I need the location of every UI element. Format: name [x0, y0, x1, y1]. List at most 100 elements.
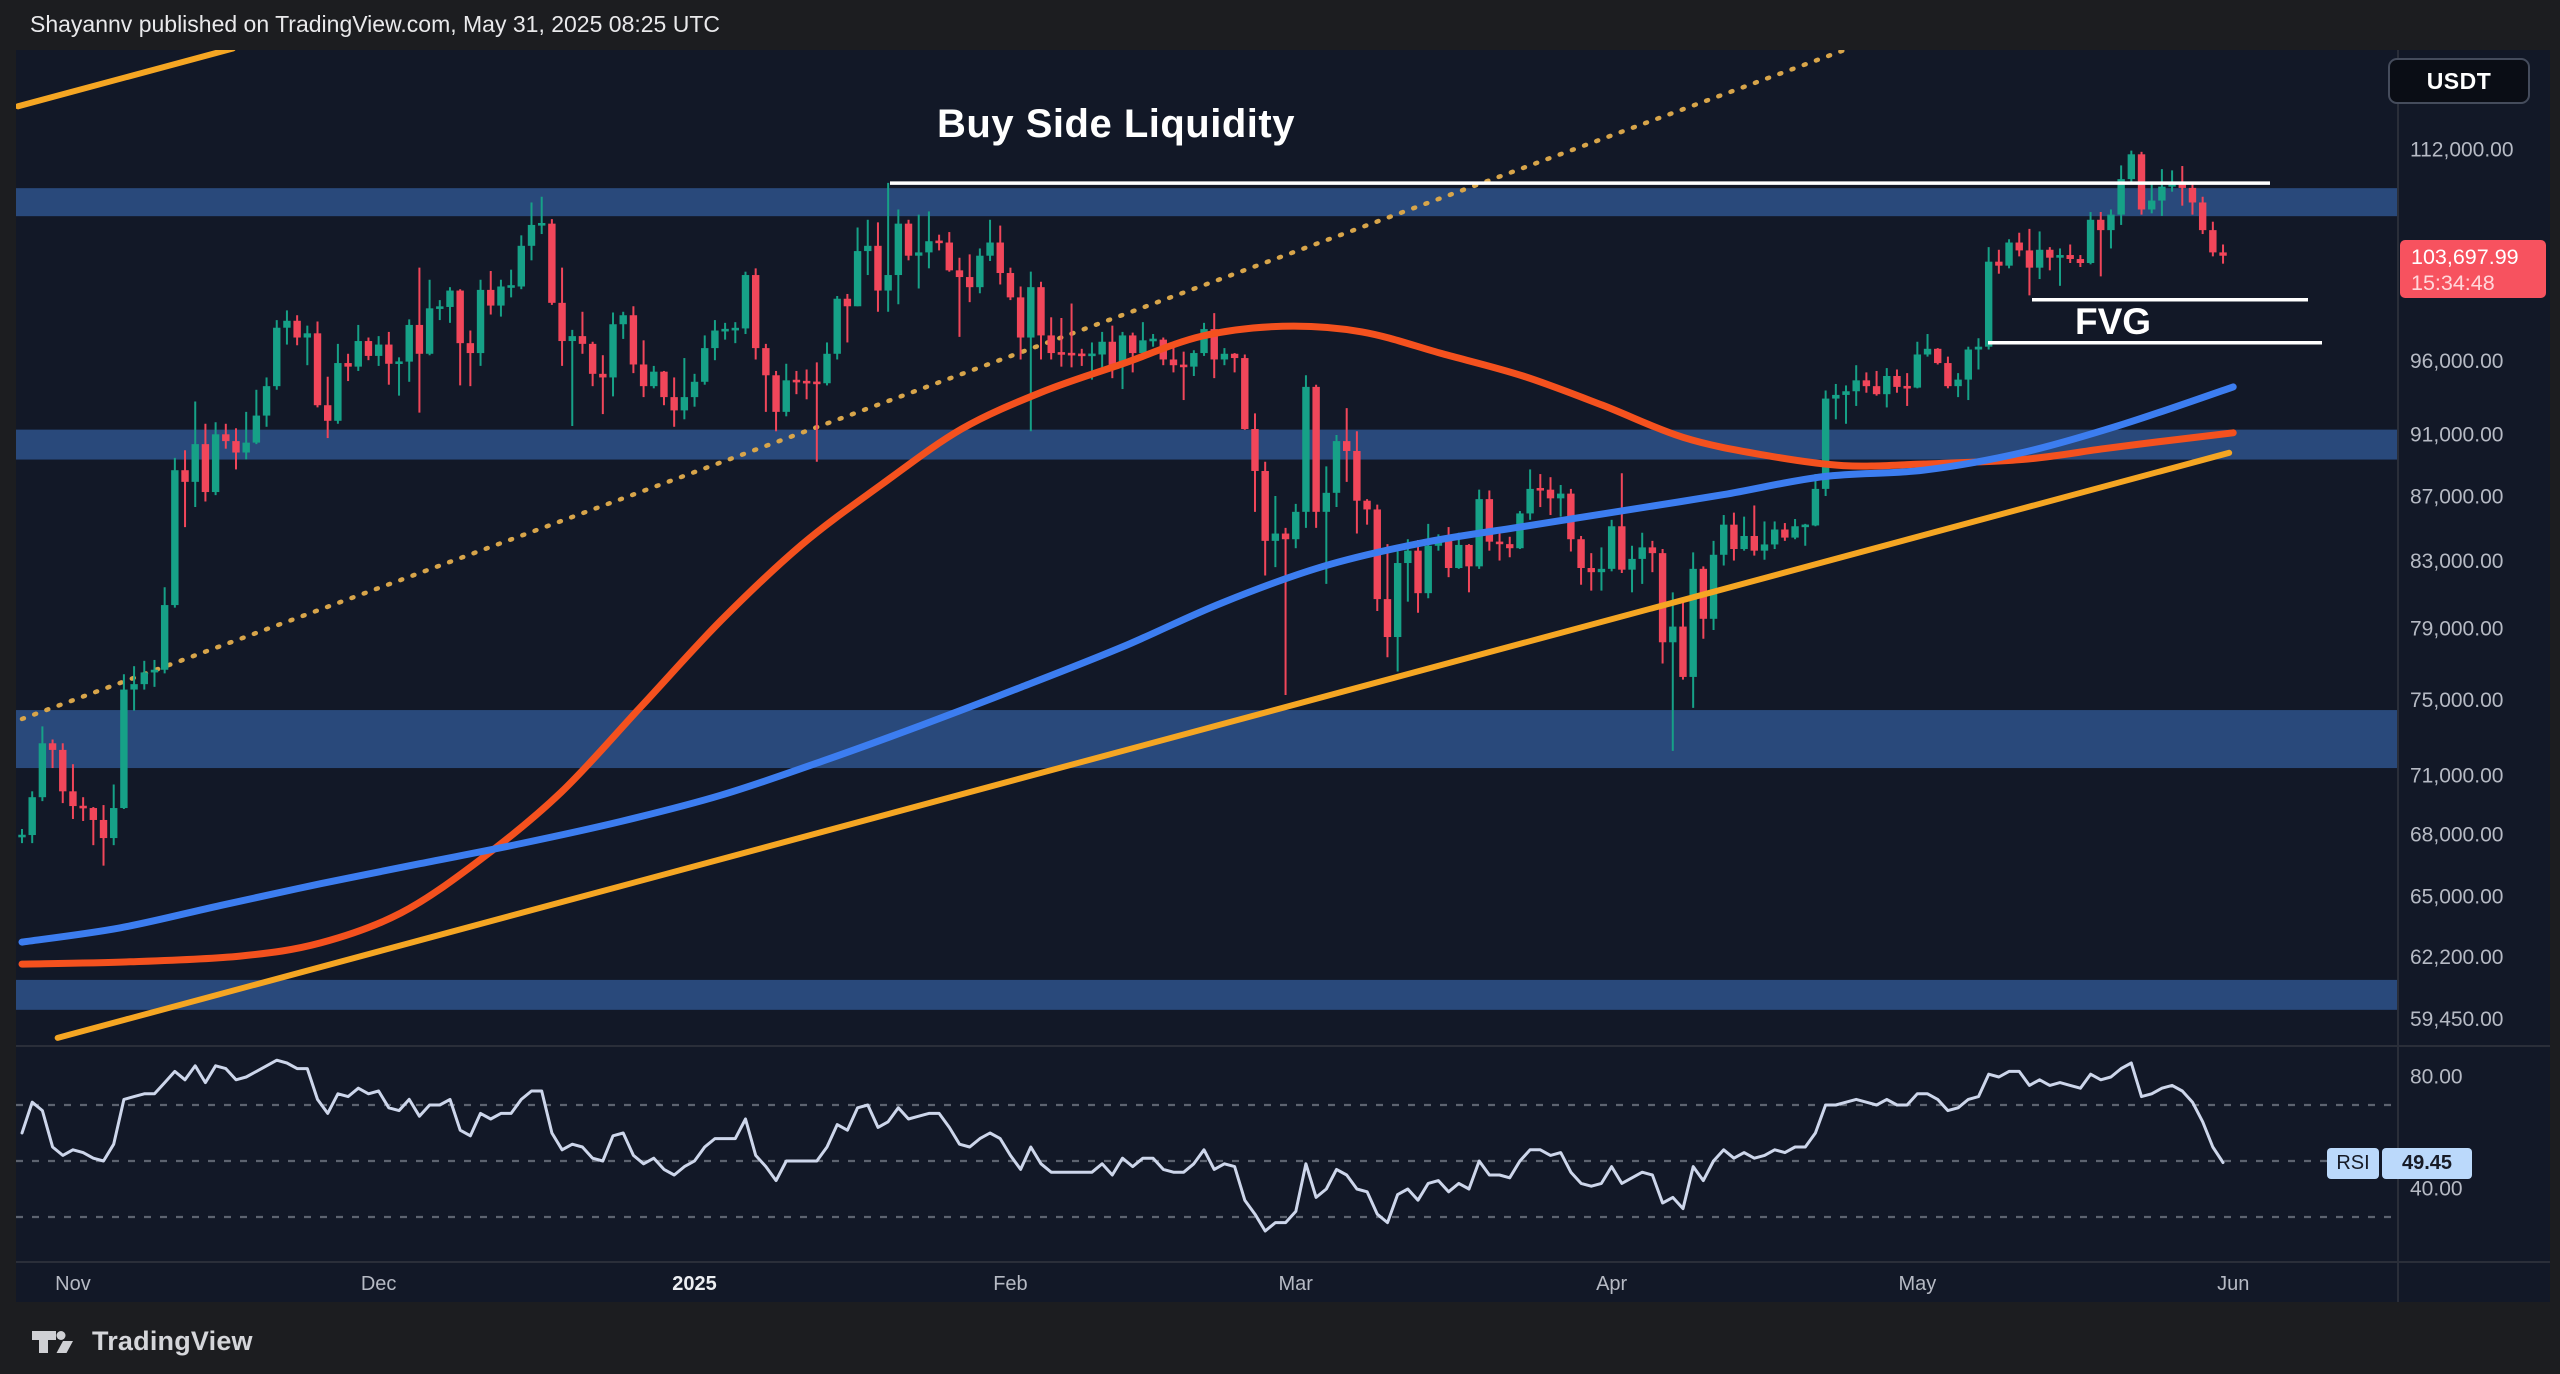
- annotation-fvg[interactable]: FVG: [2074, 301, 2152, 342]
- candle[interactable]: [1852, 380, 1860, 392]
- candle[interactable]: [1984, 261, 1993, 347]
- candle[interactable]: [1404, 550, 1412, 564]
- candle[interactable]: [1088, 353, 1096, 357]
- candle[interactable]: [1913, 354, 1922, 388]
- candle[interactable]: [374, 344, 383, 356]
- candle[interactable]: [1893, 375, 1901, 387]
- candle[interactable]: [894, 223, 903, 276]
- candle[interactable]: [181, 470, 189, 482]
- candle[interactable]: [2209, 230, 2217, 253]
- candle[interactable]: [405, 324, 413, 362]
- candle[interactable]: [2158, 186, 2166, 201]
- candle[interactable]: [1954, 379, 1962, 387]
- candle[interactable]: [517, 245, 526, 287]
- candle[interactable]: [1944, 363, 1952, 387]
- candle[interactable]: [1485, 499, 1494, 542]
- candle[interactable]: [38, 743, 47, 798]
- candle[interactable]: [1862, 380, 1871, 387]
- candle[interactable]: [1974, 346, 1983, 350]
- candle[interactable]: [1363, 500, 1371, 510]
- candle[interactable]: [191, 444, 199, 482]
- upper-channel-segment[interactable]: [16, 48, 236, 110]
- candle[interactable]: [1190, 353, 1198, 367]
- candle[interactable]: [487, 289, 495, 306]
- candle[interactable]: [1169, 359, 1178, 366]
- candle[interactable]: [446, 290, 454, 307]
- candle[interactable]: [1006, 273, 1015, 298]
- candle[interactable]: [986, 242, 994, 256]
- candle[interactable]: [2086, 219, 2095, 264]
- candle[interactable]: [1842, 391, 1850, 395]
- candle[interactable]: [2148, 200, 2156, 210]
- candle[interactable]: [1536, 487, 1545, 491]
- candle[interactable]: [1230, 353, 1239, 359]
- candle[interactable]: [1067, 352, 1076, 356]
- candle[interactable]: [130, 684, 138, 690]
- candle[interactable]: [1730, 524, 1738, 550]
- candle[interactable]: [2015, 242, 2023, 251]
- candle[interactable]: [588, 343, 597, 374]
- time-axis[interactable]: Nov Dec 2025 Feb Mar Apr May Jun: [55, 1273, 2249, 1295]
- footer-branding[interactable]: TradingView: [30, 1326, 253, 1357]
- candle[interactable]: [1057, 352, 1066, 355]
- candle[interactable]: [660, 371, 668, 398]
- annotation-buy-side-liquidity[interactable]: Buy Side Liquidity: [937, 102, 1295, 146]
- candle[interactable]: [792, 379, 801, 383]
- candle[interactable]: [1414, 550, 1422, 594]
- candle[interactable]: [578, 336, 587, 344]
- candle[interactable]: [1516, 513, 1524, 549]
- candle[interactable]: [558, 302, 566, 342]
- candle[interactable]: [507, 285, 515, 288]
- candle[interactable]: [609, 324, 617, 378]
- candle[interactable]: [1292, 511, 1300, 540]
- candle[interactable]: [904, 223, 913, 256]
- candle[interactable]: [1016, 297, 1025, 338]
- candle[interactable]: [232, 441, 240, 453]
- candle[interactable]: [701, 348, 709, 382]
- candle[interactable]: [965, 277, 974, 288]
- candle[interactable]: [762, 348, 770, 376]
- candle[interactable]: [751, 275, 760, 349]
- candle[interactable]: [1750, 535, 1758, 551]
- candle[interactable]: [1037, 287, 1045, 336]
- candle[interactable]: [273, 327, 281, 387]
- candle[interactable]: [976, 255, 984, 288]
- zone-band[interactable]: [16, 979, 2398, 1010]
- candle[interactable]: [1444, 539, 1453, 569]
- candle[interactable]: [1628, 558, 1636, 570]
- candle[interactable]: [324, 405, 332, 421]
- candle[interactable]: [772, 375, 780, 412]
- candle[interactable]: [1129, 335, 1137, 354]
- candle[interactable]: [1495, 541, 1504, 545]
- candle[interactable]: [1047, 335, 1055, 354]
- candle[interactable]: [568, 336, 576, 342]
- candle[interactable]: [497, 286, 505, 306]
- candle[interactable]: [639, 364, 648, 387]
- candle[interactable]: [110, 808, 118, 839]
- candle[interactable]: [354, 341, 362, 367]
- candle[interactable]: [395, 361, 403, 364]
- candle[interactable]: [1302, 386, 1310, 512]
- candle[interactable]: [2035, 249, 2044, 268]
- candle[interactable]: [2076, 259, 2085, 264]
- candle[interactable]: [1811, 488, 1820, 526]
- candle[interactable]: [629, 315, 638, 365]
- candle[interactable]: [2046, 249, 2054, 258]
- candle[interactable]: [1821, 398, 1830, 489]
- candle[interactable]: [537, 222, 546, 226]
- candle[interactable]: [1251, 429, 1259, 471]
- candle[interactable]: [150, 669, 159, 673]
- candle[interactable]: [120, 689, 128, 809]
- candle[interactable]: [1618, 526, 1626, 570]
- candle[interactable]: [1964, 349, 1972, 380]
- candle[interactable]: [1770, 529, 1779, 545]
- candle[interactable]: [1597, 568, 1606, 573]
- candle[interactable]: [935, 240, 943, 244]
- candle[interactable]: [1506, 544, 1514, 549]
- candle[interactable]: [1465, 544, 1473, 567]
- candle[interactable]: [385, 344, 393, 364]
- candle[interactable]: [2025, 250, 2034, 268]
- rsi-pane[interactable]: [16, 1058, 2398, 1233]
- rsi-line[interactable]: [20, 1058, 2225, 1233]
